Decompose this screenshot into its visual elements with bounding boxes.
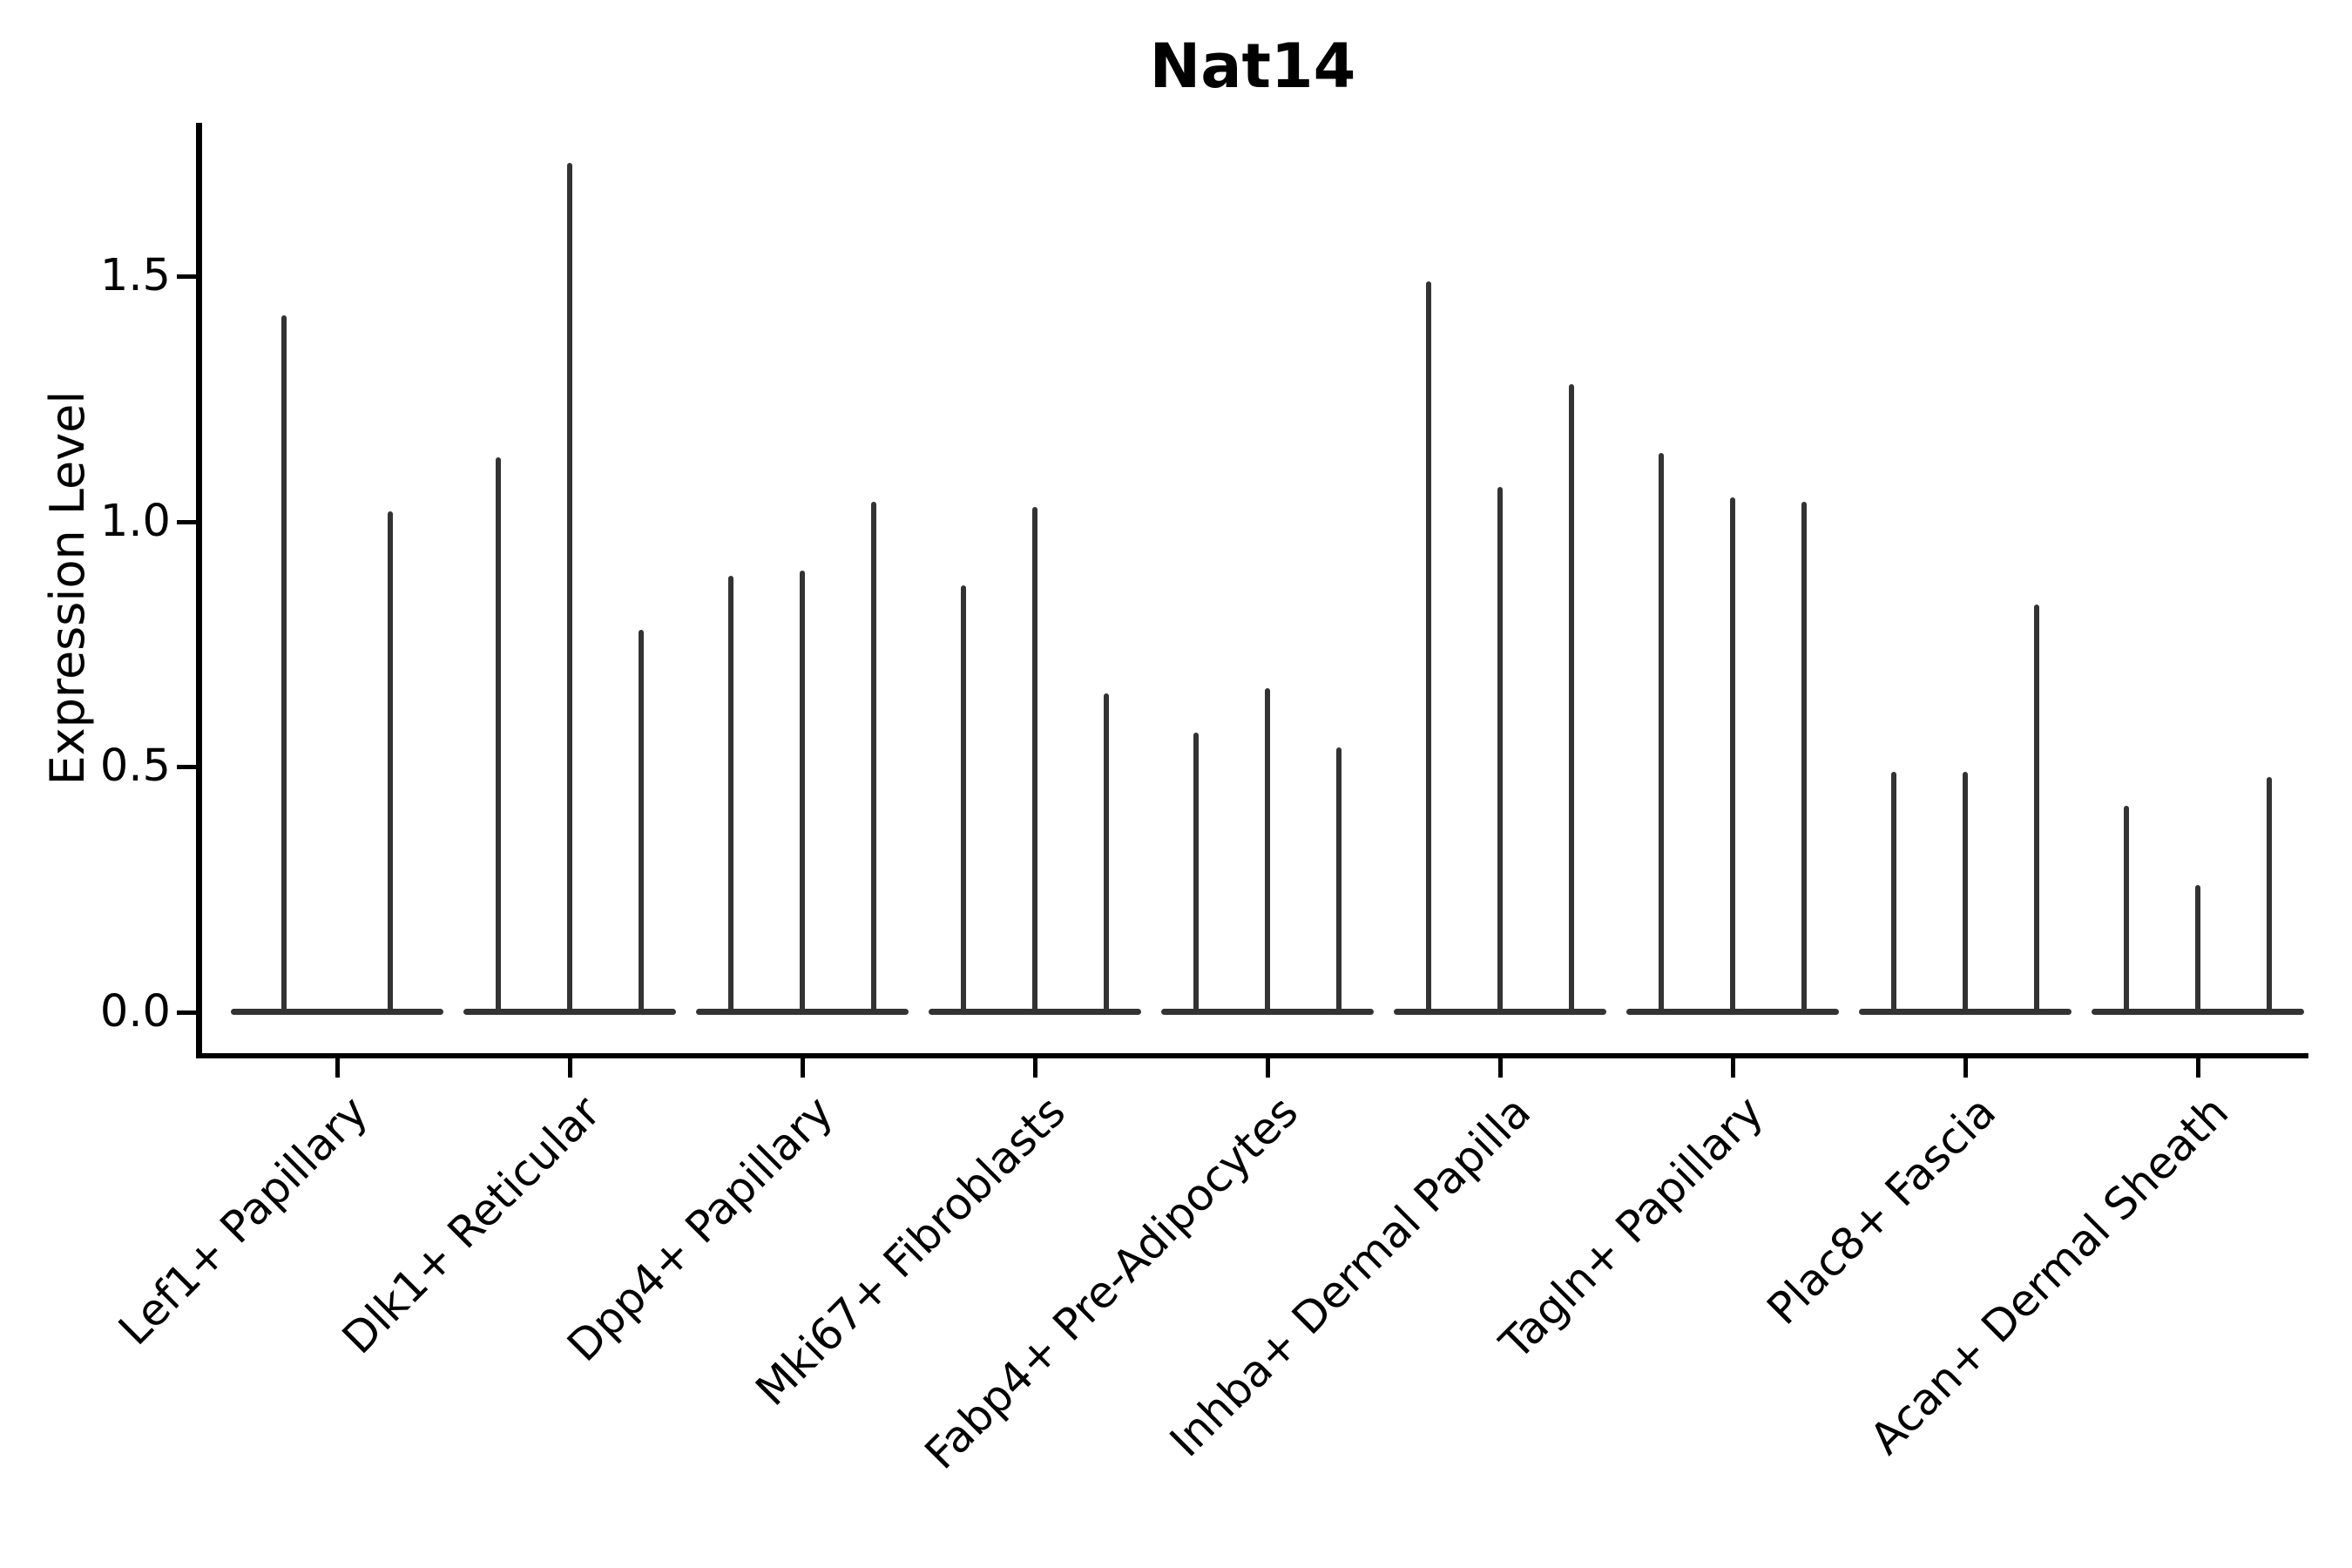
y-tick (177, 519, 196, 524)
x-tick (1266, 1056, 1270, 1078)
violin-spike (496, 457, 502, 1015)
violin-spike (281, 315, 287, 1015)
violin-spike (2124, 806, 2130, 1015)
violin-spike (728, 575, 734, 1015)
violin-spike (1891, 771, 1897, 1015)
violin-spike (388, 511, 393, 1015)
violin-spike (1963, 771, 1968, 1015)
x-tick-label: Mki67+ Fibroblasts (746, 1086, 1076, 1416)
violin-spike (638, 629, 644, 1015)
violin-spike (1659, 452, 1665, 1015)
x-tick (1731, 1056, 1735, 1078)
x-tick (335, 1056, 340, 1078)
violin-spike (2033, 605, 2039, 1015)
violin-spike (1730, 497, 1735, 1015)
x-tick (1033, 1056, 1037, 1078)
y-tick-label: 0.5 (99, 740, 171, 793)
violin-spike (567, 163, 572, 1015)
y-tick (177, 1010, 196, 1015)
x-tick-label: Acan+ Dermal Sheath (1860, 1086, 2239, 1464)
x-tick (801, 1056, 805, 1078)
violin-spike (1193, 732, 1200, 1015)
x-tick (1498, 1056, 1503, 1078)
y-tick (177, 765, 196, 770)
violin-spike (2266, 776, 2272, 1015)
violin-spike (1497, 487, 1503, 1015)
violin-spike (1265, 688, 1270, 1015)
plot-title: Nat14 (1149, 30, 1356, 102)
violin-spike (1103, 693, 1109, 1015)
x-tick-label: Dlk1+ Reticular (333, 1086, 611, 1364)
x-axis-spine (196, 1053, 2308, 1058)
x-tick-label: Inhba+ Dermal Papilla (1159, 1086, 1541, 1467)
violin-spike (1335, 747, 1342, 1015)
x-tick-label: Dpp4+ Papillary (558, 1086, 843, 1372)
violin-spike (1568, 383, 1574, 1015)
x-tick (568, 1056, 572, 1078)
x-tick (2196, 1056, 2200, 1078)
x-tick-label: Tagln+ Papillary (1490, 1086, 1774, 1369)
violin-base (231, 1009, 443, 1015)
y-tick-label: 1.0 (99, 495, 171, 547)
x-tick (1963, 1056, 1968, 1078)
violin-spike (1426, 280, 1432, 1015)
y-tick-label: 0.0 (99, 986, 171, 1037)
y-tick-label: 1.5 (99, 250, 171, 302)
y-axis-spine (196, 123, 202, 1058)
violin-spike (870, 502, 876, 1015)
x-tick-label: Fabp4+ Pre-Adipocytes (915, 1086, 1308, 1479)
x-tick-label: Plac8+ Fascia (1757, 1086, 2006, 1335)
y-tick (177, 274, 196, 280)
violin-spike (800, 571, 805, 1015)
violin-spike (1032, 506, 1037, 1015)
violin-spike (1801, 502, 1807, 1015)
violin-spike (2195, 884, 2200, 1015)
violin-spike (961, 585, 967, 1015)
